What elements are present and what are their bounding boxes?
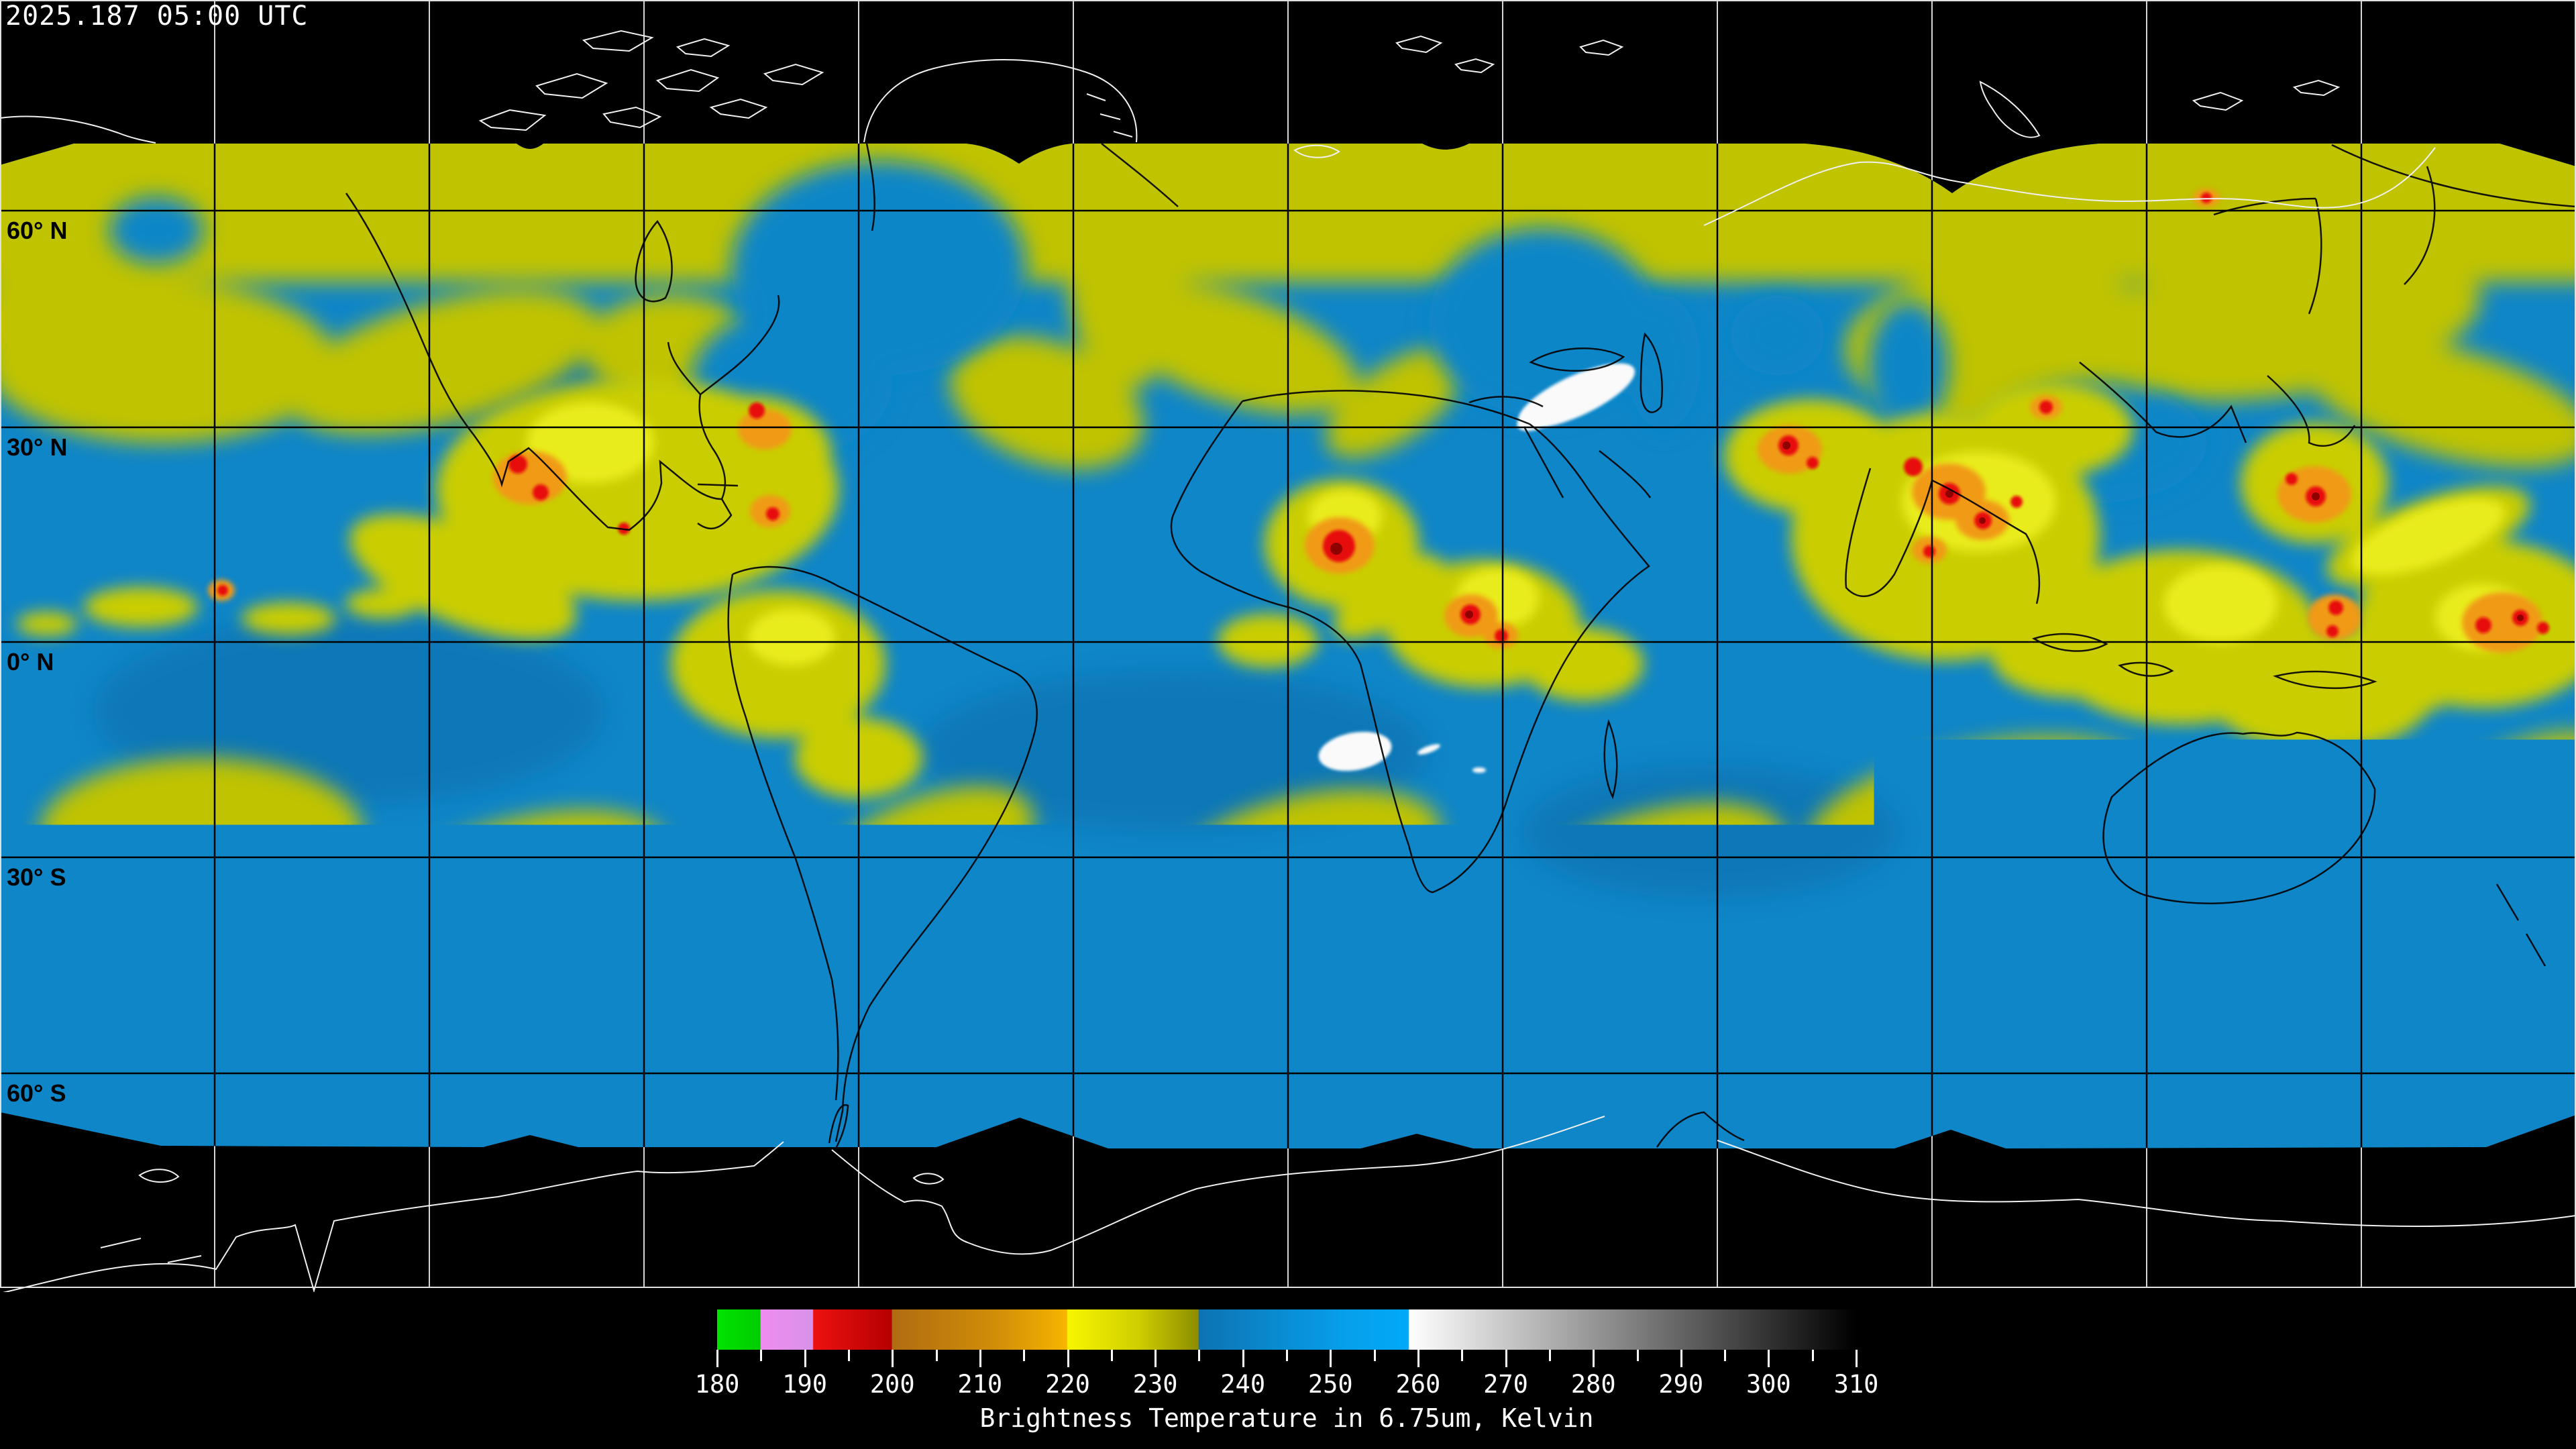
colorbar-tick	[848, 1350, 850, 1361]
colorbar-tick-label: 250	[1308, 1370, 1353, 1399]
colorbar-tick	[1461, 1350, 1463, 1361]
colorbar-tick	[1637, 1350, 1639, 1361]
colorbar-caption: Brightness Temperature in 6.75um, Kelvin	[717, 1403, 1856, 1433]
colorbar-tick-label: 220	[1045, 1370, 1090, 1399]
colorbar-tick	[1724, 1350, 1726, 1361]
latitude-label-60s: 60° S	[7, 1079, 66, 1107]
colorbar-tick	[1155, 1350, 1157, 1367]
data-region	[0, 114, 2576, 1187]
satellite-map: 60° N 30° N 0° N 30° S 60° S	[0, 0, 2576, 1292]
colorbar-tick-label: 230	[1133, 1370, 1178, 1399]
colorbar-tick	[804, 1350, 806, 1367]
colorbar-tick-label: 260	[1395, 1370, 1440, 1399]
colorbar-tick	[1023, 1350, 1025, 1361]
colorbar-tick	[1198, 1350, 1200, 1361]
colorbar-tick	[1549, 1350, 1551, 1361]
colorbar-ticks	[717, 1350, 1856, 1370]
latitude-label-30s: 30° S	[7, 863, 66, 891]
colorbar-tick	[1330, 1350, 1332, 1367]
colorbar-tick-label: 300	[1746, 1370, 1791, 1399]
colorbar-tick	[1242, 1350, 1244, 1367]
colorbar-tick	[1067, 1350, 1069, 1367]
colorbar-tick-label: 200	[870, 1370, 915, 1399]
colorbar-tick-label: 180	[695, 1370, 740, 1399]
colorbar-tick-label: 190	[782, 1370, 827, 1399]
colorbar-tick	[1812, 1350, 1814, 1361]
colorbar-tick	[936, 1350, 938, 1361]
colorbar-tick-label: 290	[1658, 1370, 1703, 1399]
latitude-label-0n: 0° N	[7, 648, 54, 676]
colorbar-tick	[892, 1350, 894, 1367]
colorbar-tick	[979, 1350, 981, 1367]
colorbar-tick	[1593, 1350, 1595, 1367]
colorbar-tick	[1768, 1350, 1770, 1367]
colorbar	[717, 1309, 1856, 1350]
timestamp-label: 2025.187 05:00 UTC	[5, 0, 308, 32]
colorbar-tick	[716, 1350, 718, 1367]
satellite-viewer: 60° N 30° N 0° N 30° S 60° S 2025.187 05…	[0, 0, 2576, 1449]
colorbar-tick	[1680, 1350, 1682, 1367]
colorbar-tick-label: 270	[1483, 1370, 1528, 1399]
colorbar-tick-label: 310	[1834, 1370, 1879, 1399]
latitude-label-60n: 60° N	[7, 217, 67, 244]
colorbar-tick-label: 240	[1220, 1370, 1265, 1399]
colorbar-tick	[760, 1350, 762, 1361]
colorbar-tick	[1856, 1350, 1858, 1367]
colorbar-tick	[1286, 1350, 1288, 1361]
colorbar-tick	[1505, 1350, 1507, 1367]
colorbar-tick-labels: 180 190 200 210 220 230 240 250 260 270 280 290 300 3…	[717, 1370, 1856, 1399]
colorbar-tick	[1417, 1350, 1419, 1367]
latitude-label-30n: 30° N	[7, 433, 67, 461]
colorbar-tick-label: 280	[1571, 1370, 1616, 1399]
colorbar-tick-label: 210	[957, 1370, 1002, 1399]
colorbar-tick	[1374, 1350, 1376, 1361]
colorbar-tick	[1111, 1350, 1113, 1361]
